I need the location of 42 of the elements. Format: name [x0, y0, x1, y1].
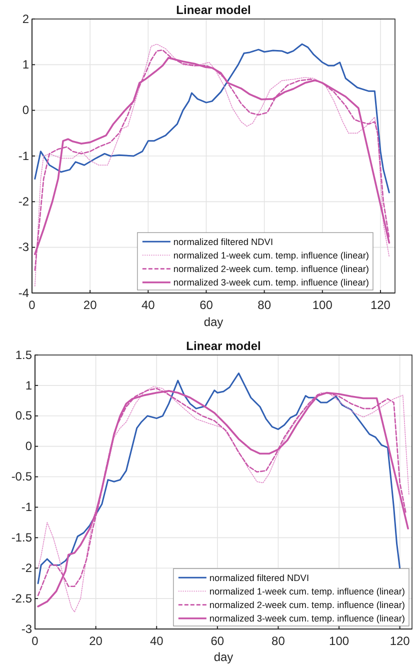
y-tick-label: -2 — [21, 560, 32, 575]
x-axis-title: day — [204, 315, 224, 329]
y-tick-label: -1.5 — [11, 530, 32, 545]
y-tick-label: -2 — [18, 194, 30, 209]
y-tick-label: -4 — [18, 286, 30, 300]
y-tick-label: 0.5 — [15, 408, 32, 423]
y-tick-label: 2 — [22, 12, 30, 26]
legend-label: normalized 1-week cum. temp. influence (linear) — [173, 250, 369, 260]
y-tick-label: -1 — [18, 148, 30, 163]
legend-label: normalized 1-week cum. temp. influence (linear) — [209, 586, 405, 596]
y-tick-label: -0.5 — [11, 470, 32, 484]
x-axis-title: day — [214, 650, 234, 664]
legend-label: normalized 2-week cum. temp. influence (linear) — [173, 264, 369, 274]
x-tick-label: 40 — [150, 634, 164, 648]
x-tick-label: 100 — [312, 298, 333, 312]
legend-label: normalized 3-week cum. temp. influence (linear) — [209, 614, 405, 624]
x-tick-label: 40 — [141, 298, 156, 312]
y-tick-label: 1 — [25, 378, 32, 392]
x-tick-label: 20 — [89, 634, 103, 648]
legend-label: normalized 2-week cum. temp. influence (linear) — [209, 600, 405, 610]
x-tick-label: 80 — [258, 298, 272, 312]
x-tick-label: 100 — [329, 634, 350, 648]
chart-title: Linear model — [176, 3, 251, 17]
x-tick-label: 60 — [210, 634, 224, 648]
chart-title: Linear model — [186, 339, 261, 353]
x-tick-label: 20 — [83, 298, 98, 312]
x-tick-label: 60 — [200, 298, 214, 312]
legend-label: normalized filtered NDVI — [173, 236, 273, 247]
y-tick-label: -2.5 — [11, 591, 32, 606]
legend-label: normalized 3-week cum. temp. influence (linear) — [173, 278, 369, 288]
y-tick-label: -1 — [21, 500, 32, 514]
y-tick-label: -3 — [21, 622, 32, 636]
legend-label: normalized filtered NDVI — [209, 572, 309, 583]
x-tick-label: 120 — [370, 298, 391, 312]
x-tick-label: 120 — [390, 634, 410, 648]
y-tick-label: 1.5 — [15, 348, 32, 362]
y-tick-label: -3 — [18, 240, 30, 254]
line-series — [34, 43, 390, 194]
y-tick-label: 0 — [25, 439, 32, 454]
y-tick-label: 1 — [22, 58, 30, 72]
x-tick-label: 80 — [272, 634, 286, 648]
y-tick-label: 0 — [22, 103, 30, 118]
